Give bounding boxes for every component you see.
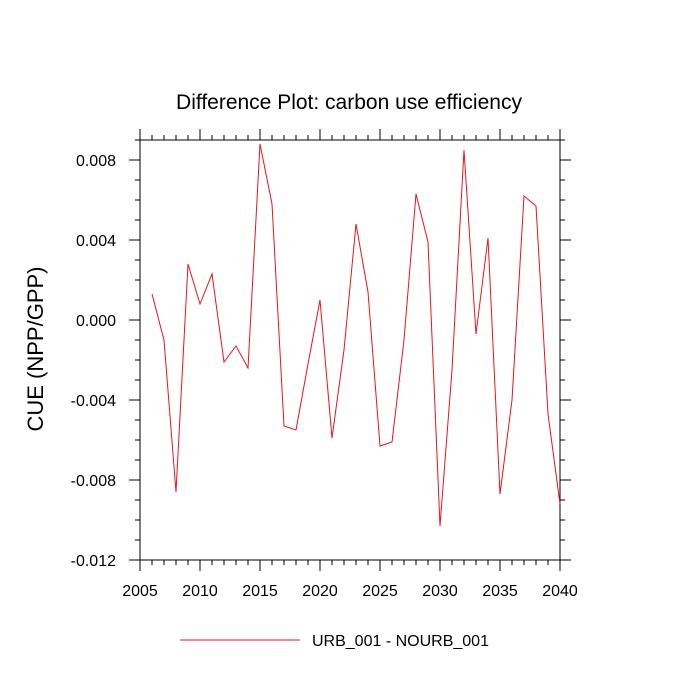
x-tick-label: 2015 [242, 583, 278, 600]
series-line [151, 143, 561, 527]
y-tick-label: -0.004 [71, 393, 116, 410]
x-tick-label: 2040 [542, 583, 578, 600]
legend: URB_001 - NOURB_001 [180, 633, 489, 650]
y-axis-label: CUE (NPP/GPP) [23, 266, 48, 431]
x-tick-label: 2035 [482, 583, 518, 600]
y-tick-label: -0.012 [71, 553, 116, 570]
x-tick-label: 2005 [122, 583, 158, 600]
axes: 2005 2010 2015 2020 2025 2030 2035 2040 -0.012 -0… [71, 129, 578, 600]
y-tick-label: 0.004 [76, 233, 116, 250]
y-tick-label: 0.000 [76, 313, 116, 330]
y-tick-label: 0.008 [76, 153, 116, 170]
x-tick-label: 2010 [182, 583, 218, 600]
x-tick-label: 2030 [422, 583, 458, 600]
plot-frame [139, 139, 561, 561]
legend-label: URB_001 - NOURB_001 [312, 633, 489, 650]
chart-title: Difference Plot: carbon use efficiency [176, 91, 522, 114]
y-tick-label: -0.008 [71, 473, 116, 490]
series-group [151, 143, 561, 527]
x-tick-label: 2025 [362, 583, 398, 600]
x-tick-label: 2020 [302, 583, 338, 600]
